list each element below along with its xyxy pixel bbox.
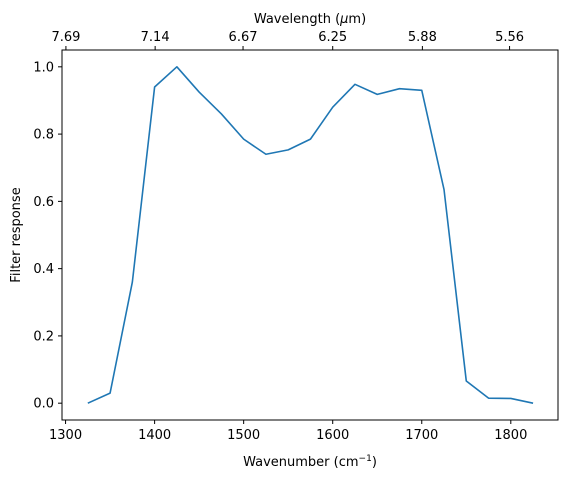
- series-line-0: [87, 66, 534, 404]
- top-tick-label: 7.69: [51, 30, 80, 45]
- y-axis-label: Filter response: [9, 187, 24, 282]
- x-tick-label: 1700: [405, 428, 438, 443]
- x-tick-label: 1600: [316, 428, 349, 443]
- y-tick-label: 1.0: [33, 60, 54, 75]
- top-tick-label: 5.56: [495, 30, 524, 45]
- y-tick-label: 0.0: [33, 397, 54, 412]
- y-tick-label: 0.6: [33, 195, 54, 210]
- top-tick-label: 5.88: [408, 30, 437, 45]
- plot-frame: [61, 49, 559, 421]
- top-tick-label: 6.25: [318, 30, 347, 45]
- y-tick-label: 0.8: [33, 128, 54, 143]
- ticks-layer: 1300 1400 1500 1600 1700 1800 0.0 0.2 0.4 0.6 0.8 1…: [33, 30, 527, 443]
- x-tick-label: 1400: [138, 428, 171, 443]
- y-tick-label: 0.2: [33, 329, 54, 344]
- top-tick-label: 7.14: [141, 30, 170, 45]
- series-layer: [87, 66, 534, 404]
- x-axis-label: Wavenumber (cm−1): [243, 454, 377, 470]
- y-tick-label: 0.4: [33, 262, 54, 277]
- top-tick-label: 6.67: [229, 30, 258, 45]
- top-axis-label: Wavelength (μm): [254, 12, 366, 27]
- x-tick-label: 1500: [227, 428, 260, 443]
- x-tick-label: 1800: [494, 428, 527, 443]
- x-tick-label: 1300: [49, 428, 82, 443]
